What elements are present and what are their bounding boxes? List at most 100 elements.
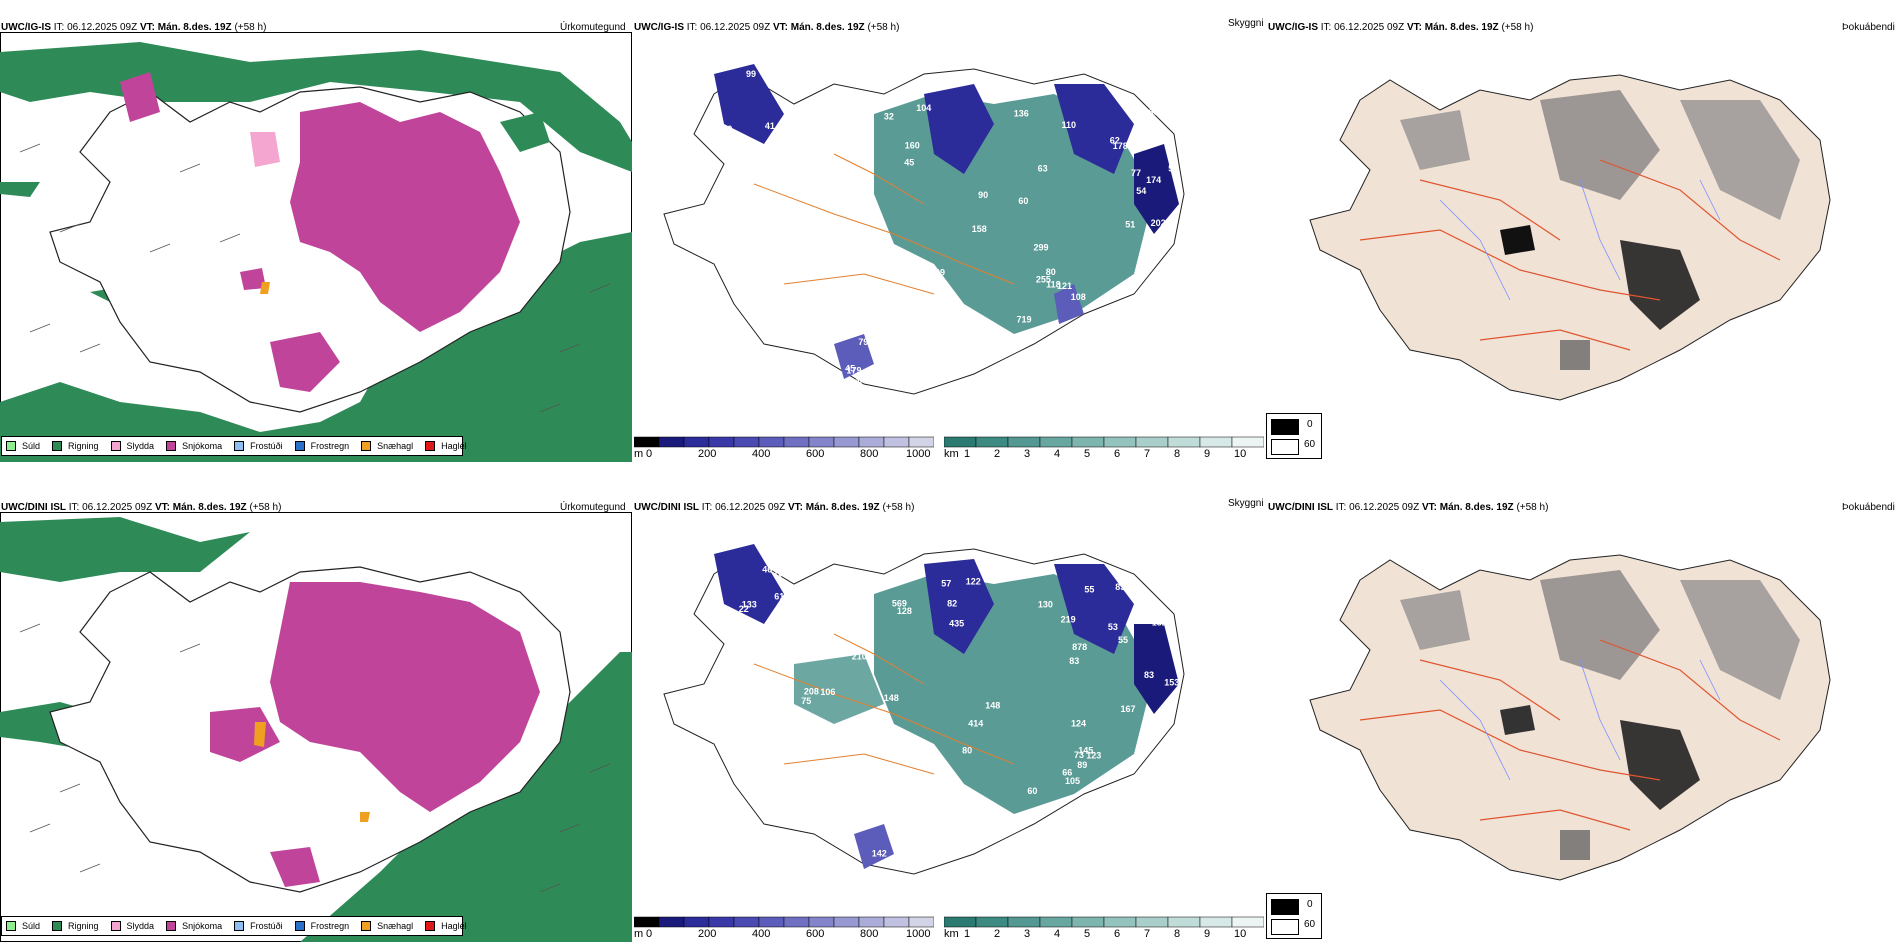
visibility-value-label: 110 (936, 76, 951, 86)
visibility-value-label: 153 (1164, 677, 1179, 687)
colorbar-swatch (808, 916, 835, 928)
visibility-value-label: 57 (941, 579, 951, 589)
colorbar-swatch (783, 916, 810, 928)
panel-type-bottom-fog: Þokuábendi (1842, 502, 1895, 513)
visibility-value-label: 69 (845, 805, 855, 815)
visibility-value-label: 81 (1161, 707, 1171, 717)
panel-title-top-vis: UWC/IG-IS IT: 06.12.2025 09Z VT: Mán. 8.… (634, 22, 900, 33)
visibility-value-label: 865 (885, 806, 900, 816)
colorbar-swatch (1103, 916, 1137, 928)
colorbar-swatch (1039, 916, 1073, 928)
visibility-value-label: 208 (804, 687, 819, 697)
visibility-value-label: 77 (1131, 168, 1141, 178)
colorbar-swatch (975, 916, 1009, 928)
visibility-value-label: 210 (852, 651, 867, 661)
visibility-value-label: 61 (774, 592, 784, 602)
colorbar-swatch (833, 436, 860, 448)
colorbar-swatch (1103, 436, 1137, 448)
colorbar-swatch (1167, 436, 1201, 448)
visibility-value-label: 118 (1046, 279, 1061, 289)
visibility-value-label: 105 (1065, 776, 1080, 786)
visibility-value-label: 62 (824, 372, 834, 382)
visibility-value-label: 75 (787, 587, 797, 597)
visibility-value-label: 99 (746, 69, 756, 79)
panel-type-top-precip: Úrkomutegund (560, 22, 626, 33)
visibility-value-label: 45 (1167, 217, 1177, 227)
visibility-value-label: 145 (1078, 746, 1093, 756)
colorbar-swatch (1135, 436, 1169, 448)
map-precip-type-top (0, 32, 632, 462)
colorbar-vis-m-top-labels: m 0 200 400 600 800 1000 (634, 448, 931, 460)
visibility-value-label: 177 (769, 73, 784, 83)
visibility-value-label: 63 (1149, 107, 1159, 117)
visibility-value-label: 609 (930, 268, 945, 278)
panel-title-bottom-precip: UWC/DINI ISL IT: 06.12.2025 09Z VT: Mán.… (1, 502, 282, 513)
visibility-value-label: 255 (1036, 274, 1051, 284)
visibility-value-label: 106 (820, 687, 835, 697)
visibility-value-label: 60 (1018, 196, 1028, 206)
visibility-value-label: 202 (1151, 218, 1166, 228)
panel-title-bottom-vis: UWC/DINI ISL IT: 06.12.2025 09Z VT: Mán.… (634, 502, 915, 513)
visibility-value-label: 121 (1057, 281, 1072, 291)
visibility-value-label: 68 (839, 186, 849, 196)
visibility-value-label: 110 (1062, 120, 1077, 130)
visibility-value-label: 90 (978, 190, 988, 200)
visibility-value-label: 80 (1046, 267, 1056, 277)
visibility-value-label: 178 (1113, 141, 1128, 151)
panel-title-bottom-fog: UWC/DINI ISL IT: 06.12.2025 09Z VT: Mán.… (1268, 502, 1549, 513)
visibility-value-label: 80 (962, 746, 972, 756)
visibility-value-label: 103 (773, 568, 788, 578)
colorbar-swatch (883, 916, 910, 928)
fog-legend-top: 0 60 (1266, 413, 1322, 459)
colorbar-swatch (783, 436, 810, 448)
visibility-value-label: 158 (972, 224, 987, 234)
visibility-value-label: 51 (1125, 219, 1135, 229)
colorbar-swatch (658, 436, 685, 448)
visibility-value-label: 41 (765, 121, 775, 131)
visibility-value-label: 160 (905, 141, 920, 151)
visibility-value-label: 89 (1077, 760, 1087, 770)
visibility-value-label: 167 (1121, 704, 1136, 714)
colorbar-swatch (1199, 436, 1233, 448)
visibility-value-label: 97 (824, 375, 834, 385)
visibility-value-label: 90 (809, 190, 819, 200)
visibility-value-label: 85 (1115, 582, 1125, 592)
visibility-value-label: 83 (1069, 656, 1079, 666)
visibility-value-label: 219 (1061, 615, 1076, 625)
colorbar-vis-m-bottom-labels: m 0 200 400 600 800 1000 (634, 928, 931, 940)
colorbar-swatch (1007, 916, 1041, 928)
colorbar-swatch (733, 436, 760, 448)
visibility-value-label: 46 (762, 565, 772, 575)
visibility-value-label: 414 (968, 719, 983, 729)
visibility-value-label: 179 (847, 365, 862, 375)
visibility-value-label: 32 (884, 112, 894, 122)
colorbar-swatch (808, 436, 835, 448)
visibility-value-label: 100 (782, 625, 797, 635)
visibility-value-label: 148 (884, 693, 899, 703)
visibility-value-label: 54 (1136, 186, 1146, 196)
map-precip-type-bottom (0, 512, 632, 942)
colorbar-swatch (1071, 916, 1105, 928)
visibility-value-label: 104 (916, 103, 931, 113)
panel-type-top-vis: Skyggni (1228, 18, 1264, 29)
colorbar-vis-km-top (944, 436, 1264, 448)
colorbar-swatch (683, 436, 710, 448)
colorbar-swatch (634, 436, 660, 448)
visibility-value-label: 472 (778, 74, 793, 84)
colorbar-swatch (908, 916, 934, 928)
visibility-value-label: 132 (1152, 618, 1167, 628)
colorbar-swatch (883, 436, 910, 448)
visibility-value-label: 45 (904, 158, 914, 168)
colorbar-vis-m-top (634, 436, 934, 448)
colorbar-swatch (683, 916, 710, 928)
visibility-value-label: 142 (872, 848, 887, 858)
visibility-value-label: 318 (854, 374, 869, 384)
fog-legend-bottom: 0 60 (1266, 893, 1322, 939)
visibility-value-label: 105 (824, 814, 839, 824)
colorbar-vis-m-bottom (634, 916, 934, 928)
colorbar-swatch (758, 916, 785, 928)
panel-title-top-precip: UWC/IG-IS IT: 06.12.2025 09Z VT: Mán. 8.… (1, 22, 267, 33)
visibility-value-label: 136 (1014, 109, 1029, 119)
panel-type-bottom-precip: Úrkomutegund (560, 502, 626, 513)
colorbar-swatch (908, 436, 934, 448)
